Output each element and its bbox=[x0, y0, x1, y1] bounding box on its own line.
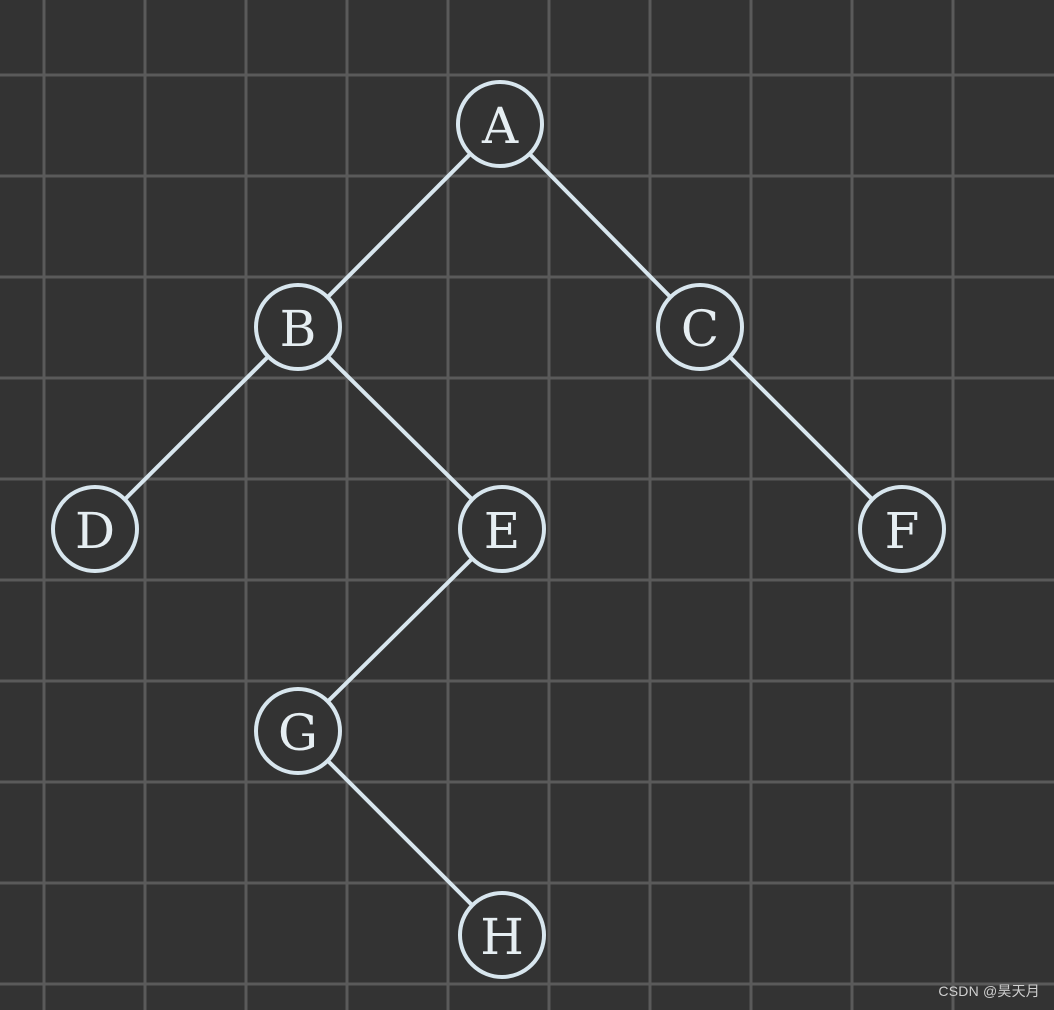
edge-b-d bbox=[122, 354, 271, 502]
node-label: F bbox=[885, 502, 920, 560]
edge-a-b bbox=[325, 151, 473, 300]
node-g: G bbox=[254, 687, 342, 775]
edge-c-f bbox=[727, 354, 875, 502]
node-f: F bbox=[858, 485, 946, 573]
node-c: C bbox=[656, 283, 744, 371]
node-label: H bbox=[480, 908, 524, 966]
watermark: CSDN @昊天月 bbox=[938, 983, 1040, 999]
node-label: E bbox=[484, 502, 521, 560]
node-label: C bbox=[681, 300, 719, 358]
node-label: B bbox=[280, 300, 317, 358]
node-circle bbox=[254, 283, 342, 371]
tree-nodes: A B C D E F G H bbox=[51, 80, 946, 979]
node-e: E bbox=[458, 485, 546, 573]
node-circle bbox=[458, 485, 546, 573]
node-b: B bbox=[254, 283, 342, 371]
node-label: A bbox=[481, 97, 519, 155]
node-label: D bbox=[75, 502, 115, 560]
tree-edges bbox=[122, 151, 875, 908]
node-circle bbox=[458, 891, 546, 979]
node-d: D bbox=[51, 485, 139, 573]
node-h: H bbox=[458, 891, 546, 979]
node-circle bbox=[858, 485, 946, 573]
node-label: G bbox=[278, 704, 318, 762]
node-a: A bbox=[456, 80, 544, 168]
node-circle bbox=[51, 485, 139, 573]
edge-a-c bbox=[527, 151, 673, 300]
edge-b-e bbox=[325, 354, 475, 502]
edge-e-g bbox=[325, 556, 475, 704]
node-circle bbox=[656, 283, 744, 371]
node-circle bbox=[254, 687, 342, 775]
node-circle bbox=[456, 80, 544, 168]
edge-g-h bbox=[325, 758, 475, 908]
